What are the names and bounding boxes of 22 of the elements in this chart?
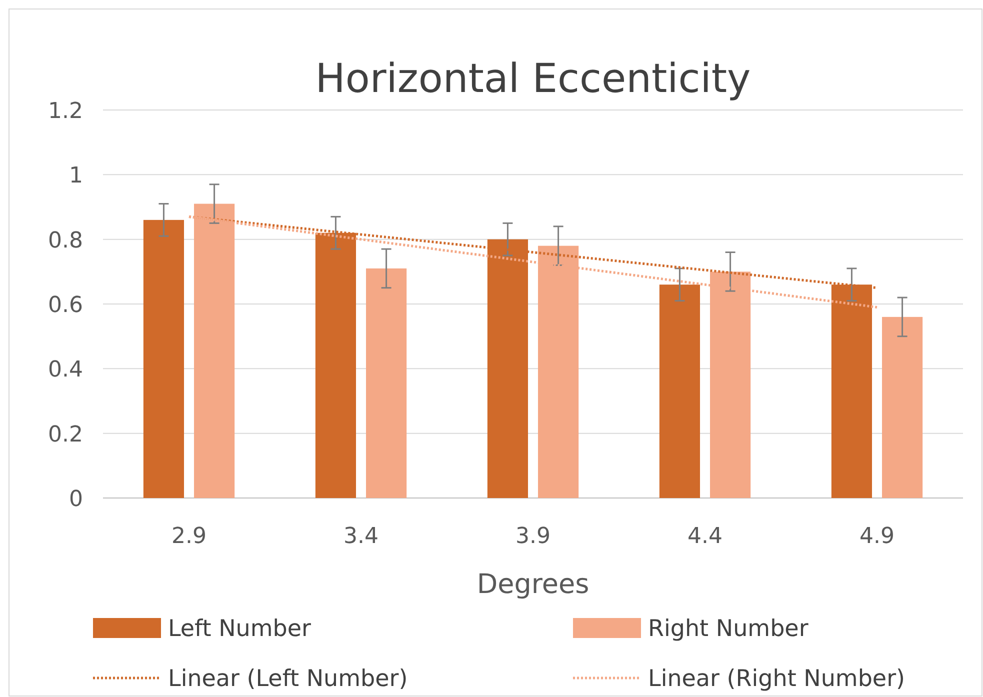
legend-label: Right Number <box>648 616 809 642</box>
x-tick-label: 4.4 <box>688 524 722 549</box>
y-tick-label: 1.2 <box>48 99 83 124</box>
y-tick-label: 0.8 <box>48 228 83 254</box>
x-axis-title: Degrees <box>476 569 590 600</box>
legend-label: Left Number <box>168 616 312 642</box>
x-tick-label: 2.9 <box>172 524 206 549</box>
y-tick-label: 0 <box>69 487 83 512</box>
y-tick-label: 0.2 <box>48 422 83 448</box>
x-tick-label: 3.9 <box>516 524 550 549</box>
y-tick-label: 0.6 <box>48 293 83 318</box>
bar <box>143 220 184 498</box>
bar <box>659 284 700 498</box>
y-tick-label: 0.4 <box>48 358 83 383</box>
x-tick-label: 3.4 <box>344 524 378 549</box>
bar <box>882 316 923 498</box>
legend-label: Linear (Right Number) <box>648 666 906 692</box>
legend-label: Linear (Left Number) <box>168 666 408 692</box>
chart-title: Horizontal Eccenticity <box>315 56 751 102</box>
y-tick-label: 1 <box>69 164 83 189</box>
x-tick-label: 4.9 <box>860 524 894 549</box>
bar <box>366 268 407 498</box>
